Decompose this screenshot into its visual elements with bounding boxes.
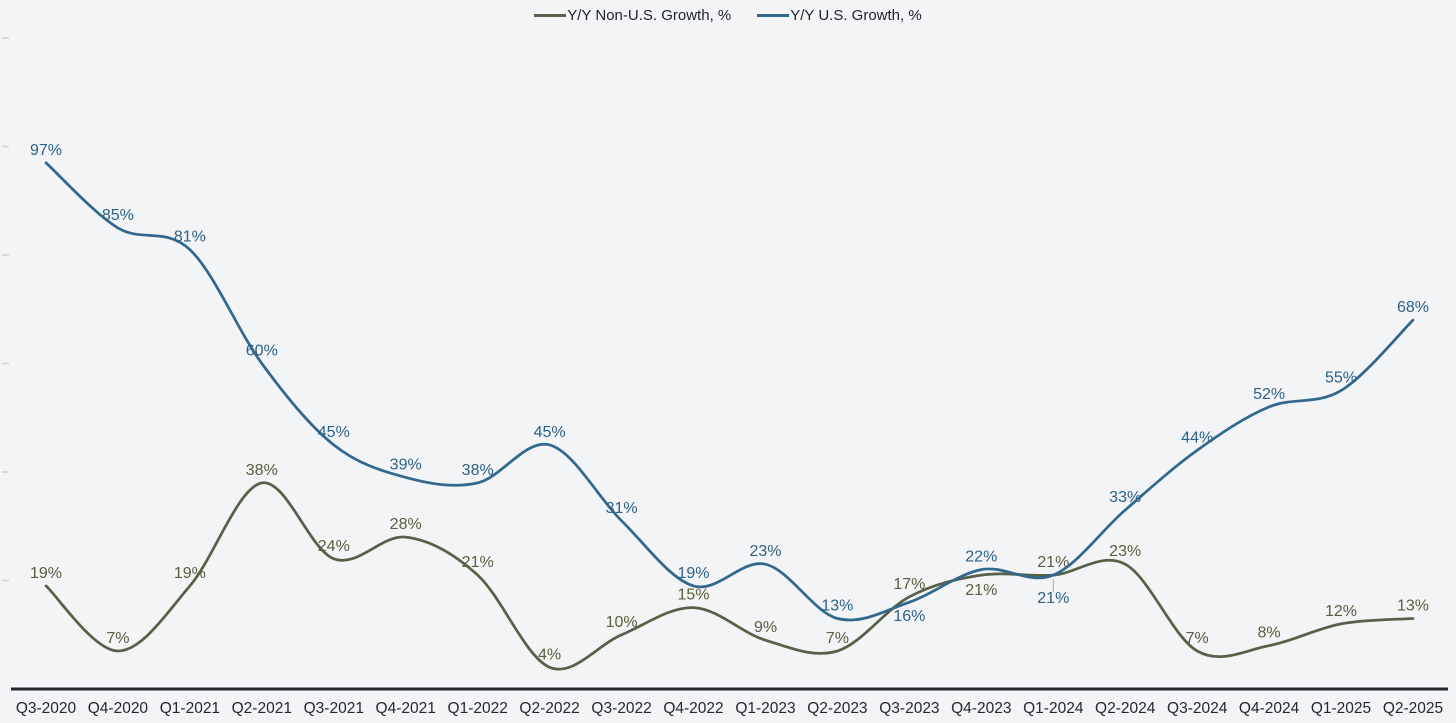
data-label: 23% bbox=[1109, 543, 1141, 560]
data-label: 21% bbox=[965, 582, 997, 599]
data-label: 97% bbox=[30, 142, 62, 159]
data-label: 21% bbox=[462, 554, 494, 571]
data-label: 9% bbox=[754, 619, 777, 636]
x-axis-label: Q1-2025 bbox=[1311, 700, 1371, 717]
legend-item-us-growth: Y/Y U.S. Growth, % bbox=[757, 7, 922, 24]
data-label: 7% bbox=[1186, 630, 1209, 647]
x-axis-label: Q3-2024 bbox=[1167, 700, 1228, 717]
data-label: 52% bbox=[1253, 386, 1285, 403]
data-label: 44% bbox=[1181, 429, 1213, 446]
data-label: 21% bbox=[1037, 590, 1069, 607]
x-axis-label: Q1-2021 bbox=[160, 700, 220, 717]
data-label: 39% bbox=[390, 456, 422, 473]
data-label: 23% bbox=[749, 543, 781, 560]
data-label: 19% bbox=[174, 565, 206, 582]
non-us-growth-line bbox=[44, 481, 1415, 671]
x-axis-label: Q2-2024 bbox=[1095, 700, 1156, 717]
data-label: 8% bbox=[1258, 625, 1281, 642]
data-label: 17% bbox=[893, 576, 925, 593]
x-axis-label: Q1-2023 bbox=[735, 700, 795, 717]
data-label: 15% bbox=[677, 587, 709, 604]
data-label: 45% bbox=[534, 424, 566, 441]
legend-swatch-us bbox=[757, 14, 790, 17]
data-label: 85% bbox=[102, 207, 134, 224]
x-axis-label: Q2-2021 bbox=[232, 700, 292, 717]
x-axis-label: Q4-2023 bbox=[951, 700, 1011, 717]
data-label: 45% bbox=[318, 424, 350, 441]
legend-label-us: Y/Y U.S. Growth, % bbox=[790, 7, 922, 24]
x-axis-label: Q2-2022 bbox=[519, 700, 579, 717]
data-label: 55% bbox=[1325, 370, 1357, 387]
data-label: 10% bbox=[606, 614, 638, 631]
data-label: 22% bbox=[965, 549, 997, 566]
data-label: 13% bbox=[1397, 598, 1429, 615]
x-axis-label: Q3-2021 bbox=[304, 700, 364, 717]
x-axis-label: Q3-2022 bbox=[591, 700, 651, 717]
x-axis-label: Q2-2025 bbox=[1383, 700, 1443, 717]
data-label: 24% bbox=[318, 538, 350, 555]
x-axis-label: Q4-2020 bbox=[88, 700, 149, 717]
data-label: 4% bbox=[538, 646, 561, 663]
data-label: 31% bbox=[606, 500, 638, 517]
data-label: 7% bbox=[826, 630, 849, 647]
data-label: 33% bbox=[1109, 489, 1141, 506]
x-axis-label: Q4-2021 bbox=[376, 700, 436, 717]
data-label: 21% bbox=[1037, 554, 1069, 571]
x-axis-label: Q1-2022 bbox=[448, 700, 508, 717]
data-label: 12% bbox=[1325, 603, 1357, 620]
data-label: 60% bbox=[246, 343, 278, 360]
data-label: 28% bbox=[390, 516, 422, 533]
x-axis-label: Q2-2023 bbox=[807, 700, 867, 717]
x-axis-label: Q3-2020 bbox=[16, 700, 77, 717]
data-label: 38% bbox=[462, 462, 494, 479]
x-axis-label: Q4-2022 bbox=[663, 700, 723, 717]
data-label: 38% bbox=[246, 462, 278, 479]
data-label: 19% bbox=[30, 565, 62, 582]
x-axis-label: Q4-2024 bbox=[1239, 700, 1300, 717]
x-axis-label: Q3-2023 bbox=[879, 700, 939, 717]
x-axis-label: Q1-2024 bbox=[1023, 700, 1084, 717]
us-growth-line bbox=[44, 161, 1415, 622]
data-label: 68% bbox=[1397, 299, 1429, 316]
data-label: 16% bbox=[893, 608, 925, 625]
legend-item-non-us-growth: Y/Y Non-U.S. Growth, % bbox=[534, 7, 731, 24]
chart-legend: Y/Y Non-U.S. Growth, % Y/Y U.S. Growth, … bbox=[0, 7, 1456, 24]
data-label: 13% bbox=[821, 598, 853, 615]
legend-swatch-non-us bbox=[534, 14, 567, 17]
data-label: 81% bbox=[174, 229, 206, 246]
data-label: 7% bbox=[106, 630, 129, 647]
legend-label-non-us: Y/Y Non-U.S. Growth, % bbox=[567, 7, 732, 24]
data-label: 19% bbox=[677, 565, 709, 582]
